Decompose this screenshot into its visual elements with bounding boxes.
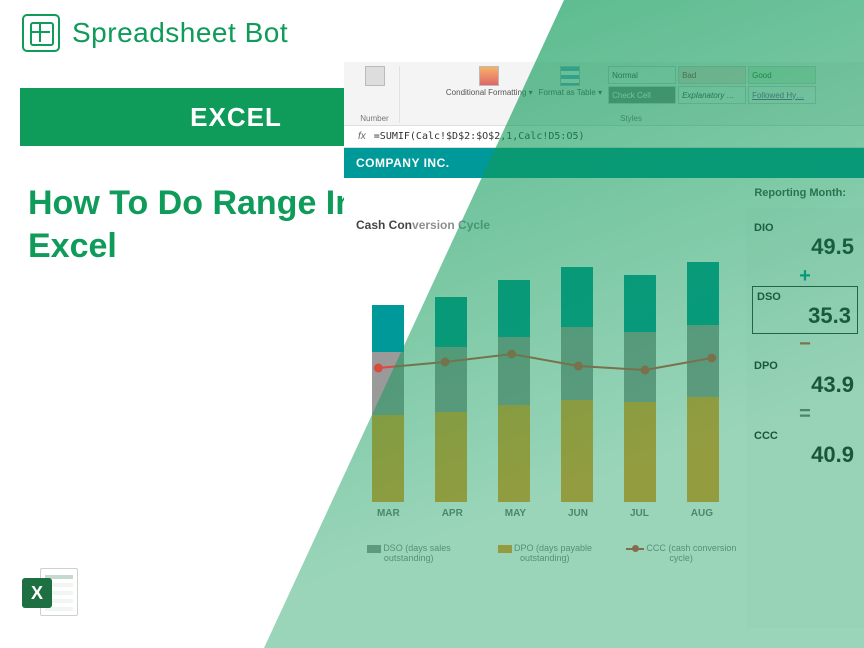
fx-icon[interactable]: fx [344,131,374,142]
style-good[interactable]: Good [748,66,816,84]
kpi-dpo: DPO 43.9 [752,354,858,404]
ribbon: Number Conditional Formatting ▾ Format a… [344,62,864,126]
legend-ccc: CCC (cash conversion cycle) [646,543,736,563]
format-as-table-icon [560,66,580,86]
number-format-button[interactable] [365,66,385,86]
formula-bar[interactable]: fx =SUMIF(Calc!$D$2:$O$2,1,Calc!D5:O5) [344,126,864,148]
formula-text[interactable]: =SUMIF(Calc!$D$2:$O$2,1,Calc!D5:O5) [374,131,585,142]
xlabel: AUG [691,508,713,519]
xlabel: JUN [568,508,588,519]
chart-legend: DSO (days sales outstanding) DPO (days p… [348,519,742,563]
kpi-dso: DSO 35.3 [752,286,858,334]
op-minus: − [752,334,858,354]
kpi-ccc: CCC 40.9 [752,424,858,474]
stacked-bar-chart [348,252,742,502]
legend-dpo: DPO (days payable outstanding) [514,543,592,563]
chart-title: Cash Conversion Cycle [348,218,742,232]
kpi-dio: DIO 49.5 [752,216,858,266]
bar-may [498,280,530,503]
kpi-dso-label: DSO [757,291,853,303]
xlabel: MAR [377,508,400,519]
style-explanatory[interactable]: Explanatory … [678,86,746,104]
bar-jul [624,275,656,503]
bar-mar [372,305,404,503]
bar-apr [435,297,467,502]
chart-x-labels: MAR APR MAY JUN JUL AUG [348,502,742,519]
style-normal[interactable]: Normal [608,66,676,84]
dashboard-body: Cash Conversion Cycle MAR APR MAY JUN JUL AUG… [344,208,864,628]
kpi-column: DIO 49.5 + DSO 35.3 − DPO 43.9 = CCC 40.… [746,208,864,628]
legend-swatch-dpo [498,545,512,553]
brand-header: Spreadsheet Bot [0,0,864,58]
format-as-table-label: Format as Table ▾ [539,88,602,97]
kpi-dso-value: 35.3 [757,303,853,329]
kpi-ccc-label: CCC [754,430,856,442]
op-equals: = [752,404,858,424]
cell-styles-gallery[interactable]: Normal Bad Good Check Cell Explanatory …… [608,66,816,104]
company-header: COMPANY INC. [344,148,864,178]
style-check-cell[interactable]: Check Cell [608,86,676,104]
format-as-table-button[interactable]: Format as Table ▾ [539,66,602,104]
legend-dso: DSO (days sales outstanding) [383,543,451,563]
kpi-dpo-value: 43.9 [754,372,856,398]
brand-name: Spreadsheet Bot [72,17,288,49]
style-bad[interactable]: Bad [678,66,746,84]
xlabel: APR [442,508,463,519]
ribbon-group-styles: Styles [620,114,642,123]
xlabel: MAY [505,508,526,519]
conditional-formatting-label: Conditional Formatting ▾ [446,88,533,97]
number-format-icon [365,66,385,86]
reporting-month-label: Reporting Month: [344,178,864,208]
legend-line-ccc [626,548,644,550]
bar-aug [687,262,719,502]
kpi-ccc-value: 40.9 [754,442,856,468]
banner-label: EXCEL [190,102,282,133]
conditional-formatting-button[interactable]: Conditional Formatting ▾ [446,66,533,104]
kpi-dpo-label: DPO [754,360,856,372]
legend-swatch-dso [367,545,381,553]
op-plus: + [752,266,858,286]
conditional-formatting-icon [479,66,499,86]
excel-app-icon: X [22,564,78,620]
brand-logo-icon [22,14,60,52]
kpi-dio-value: 49.5 [754,234,856,260]
excel-screenshot: Number Conditional Formatting ▾ Format a… [344,62,864,622]
chart-panel: Cash Conversion Cycle MAR APR MAY JUN JUL AUG… [344,208,746,628]
bar-jun [561,267,593,502]
xlabel: JUL [630,508,649,519]
kpi-dio-label: DIO [754,222,856,234]
style-followed-link[interactable]: Followed Hy… [748,86,816,104]
ribbon-group-number: Number [360,114,388,123]
